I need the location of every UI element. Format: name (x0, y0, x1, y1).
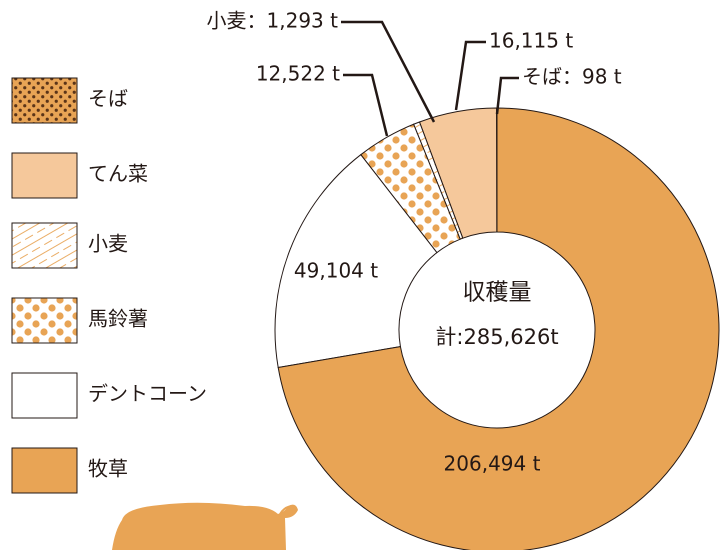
center-total: 計:285,626t (435, 325, 558, 349)
value-label: 206,494 t (444, 452, 541, 476)
legend-swatch (11, 447, 78, 494)
value-label: 49,104 t (294, 259, 378, 283)
legend-label: 小麦 (88, 232, 128, 256)
leader-line (343, 73, 389, 137)
legend-label: 牧草 (88, 457, 128, 481)
legend-label: 馬鈴薯 (88, 307, 148, 331)
donut-segment (274, 153, 438, 369)
legend-label: てん菜 (88, 162, 148, 186)
center-title: 収穫量 (463, 280, 532, 306)
legend-swatch (11, 222, 78, 269)
legend-swatch (11, 77, 78, 124)
value-label: 小麦：1,293 t (207, 9, 339, 33)
legend-label: そば (88, 87, 128, 111)
leader-line (341, 20, 436, 123)
leader-line (495, 76, 519, 115)
value-label: 16,115 t (489, 29, 573, 53)
pig-decoration (112, 502, 298, 550)
value-label: 12,522 t (256, 62, 340, 86)
legend-label: デントコーン (88, 382, 207, 406)
legend-swatch (11, 372, 78, 419)
legend-swatch (11, 297, 78, 344)
legend-swatch (11, 152, 78, 199)
value-label: そば：98 t (522, 65, 622, 89)
leader-line (454, 40, 486, 111)
